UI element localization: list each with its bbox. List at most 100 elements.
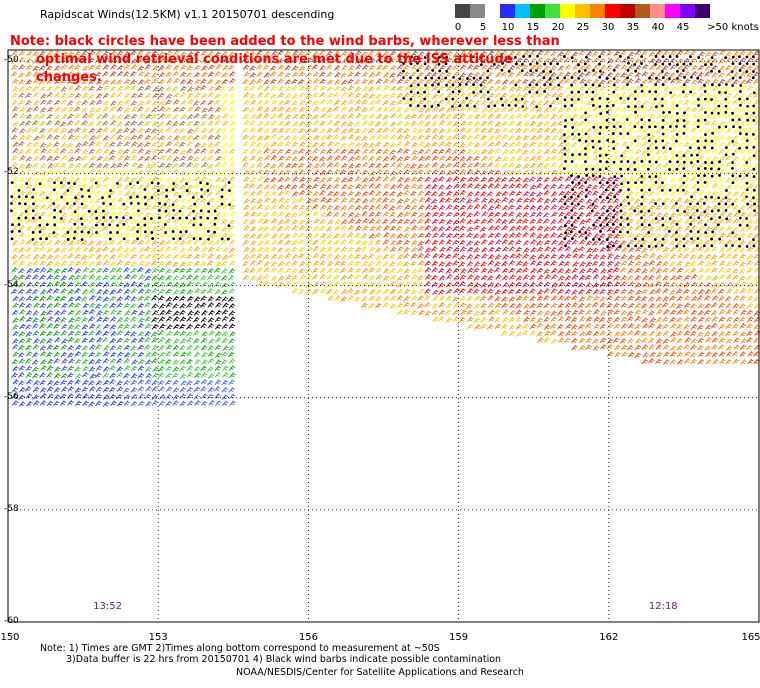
wind-barb [123,107,131,113]
wind-barb [18,92,25,98]
wind-barb [626,113,634,119]
wind-barb [214,107,222,113]
wind-barb [466,232,473,238]
wind-barb [355,239,362,246]
wind-barb [480,134,487,141]
quality-flag-dot [738,223,742,227]
wind-barb [501,120,508,127]
wind-barb [438,315,445,322]
wind-barb [725,120,733,127]
wind-barb [326,127,333,134]
wind-barb [291,106,298,113]
wind-barb [453,275,460,281]
wind-barb [207,50,214,57]
wind-barb [242,106,250,113]
wind-barb [360,233,368,239]
wind-barb [536,204,543,211]
quality-flag-dot [578,152,581,156]
wind-barb [61,212,68,218]
wind-barb [705,281,712,288]
wind-barb [87,253,95,259]
quality-flag-dot [682,181,686,185]
wind-barb [305,107,312,113]
wind-barb [157,128,165,134]
wind-barb [459,127,467,133]
wind-barb [277,64,285,70]
quality-flag-dot [710,237,713,241]
wind-barb [221,169,228,176]
wind-barb [60,86,67,92]
quality-flag-dot [87,231,90,234]
wind-barb [529,197,536,203]
quality-flag-dot [711,131,715,135]
wind-barb [193,225,200,231]
wind-barb [691,295,698,302]
wind-barb [627,260,635,267]
wind-barb [298,183,306,189]
wind-barb [60,134,68,140]
wind-barb [683,239,691,246]
wind-barb [606,127,613,134]
quality-flag-dot [640,159,644,163]
wind-barb [123,205,130,211]
wind-barb [158,148,165,155]
wind-barb [459,106,467,113]
wind-barb [103,211,110,217]
wind-barb [66,71,74,77]
wind-barb [690,50,697,56]
wind-barb [173,99,180,105]
wind-barb [124,120,131,127]
quality-flag-dot [165,188,169,192]
wind-barb [696,331,704,338]
wind-barb [61,106,68,113]
quality-flag-dot [640,83,644,87]
wind-barb [746,148,754,155]
wind-barb [228,114,236,120]
wind-barb [88,148,96,155]
wind-barb [299,141,306,148]
quality-flag-dot [745,173,749,177]
wind-barb [634,184,641,190]
wind-barb [683,149,691,155]
wind-barb [256,190,263,196]
wind-barb [165,148,173,154]
wind-barb [332,91,340,98]
wind-barb [250,205,257,211]
quality-flag-dot [640,174,644,178]
wind-barb [648,190,655,197]
wind-barb [263,191,271,197]
wind-barb [689,135,697,141]
quality-flag-dot [571,126,575,129]
wind-barb [67,204,74,210]
wind-barb [389,225,397,232]
wind-barb [249,134,257,141]
wind-barb [746,240,754,246]
wind-barb [641,92,649,98]
quality-flag-dot [493,104,497,108]
wind-barb [95,93,103,99]
quality-flag-dot [690,75,693,79]
wind-barb [711,330,719,337]
wind-barb [584,71,592,77]
quality-flag-dot [752,244,756,248]
wind-barb [543,107,551,113]
wind-barb [424,114,432,121]
wind-barb [620,260,628,267]
wind-barb [494,183,501,189]
quality-flag-dot [144,230,147,234]
wind-barb [536,211,543,218]
wind-barb [158,295,165,301]
wind-barb [571,302,578,308]
wind-barb [95,134,102,140]
wind-barb [130,239,138,245]
wind-barb [312,71,320,77]
wind-barb [26,107,33,113]
wind-barb [249,72,256,78]
wind-barb [165,253,172,259]
quality-flag-dot [640,216,643,220]
wind-barb [214,148,222,154]
quality-flag-dot [703,146,707,149]
wind-barb [620,92,627,98]
wind-barb [529,71,536,77]
quality-flag-dot [164,231,168,234]
